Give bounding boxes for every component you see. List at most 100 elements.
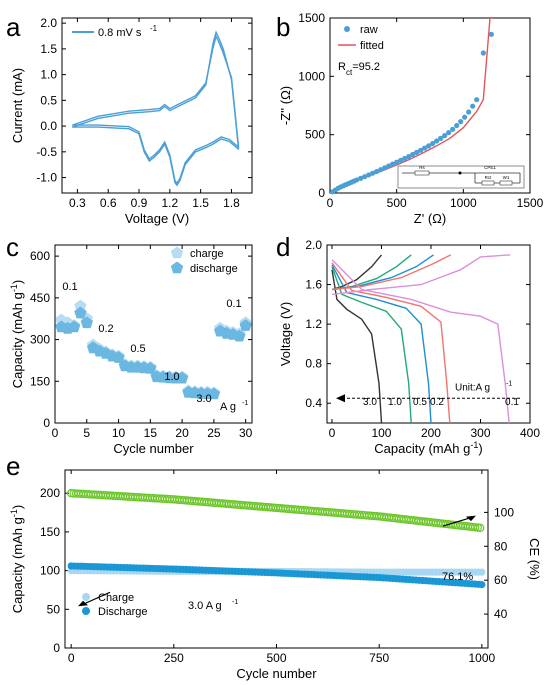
cv-curve [72,34,240,148]
y2-tick-label: 40 [494,607,508,621]
rate-label: 0.1 [226,298,241,310]
rate-label: 0.5 [130,343,145,355]
curve-label: 0.2 [430,397,444,408]
y-tick-label: 450 [30,291,50,305]
y-tick-label: 0 [43,416,50,430]
curve-label: 3.0 [363,397,377,408]
discharge-point [207,387,221,400]
raw-point [450,126,456,132]
y-tick-label: 1.0 [40,68,57,82]
discharge-point [112,351,125,363]
axes-frame [329,17,531,194]
legend-marker-raw [344,26,350,32]
charge-point [478,568,486,576]
y-tick-label: 600 [30,249,50,263]
raw-point [410,151,416,158]
axes-frame [61,17,253,194]
legend-label-charge: Charge [98,592,134,604]
circuit-label: W1 [503,175,510,180]
y-tick-label: 2.0 [305,238,322,252]
x-tick-label: 100 [371,426,391,440]
raw-point [466,109,472,115]
y-tick-label: 500 [305,128,325,142]
x-tick-label: 5 [83,426,90,440]
x-tick-label: 0 [52,426,59,440]
discharge-point [74,306,87,319]
resistor-rct [481,180,495,186]
charge-point [74,299,87,312]
panel-letter: d [276,232,290,262]
charge-curve [331,254,511,296]
legend-label-discharge: Discharge [98,606,148,618]
raw-point [454,122,460,129]
x-tick-label: 15 [144,426,158,440]
y2-axis-label: CE (%) [527,538,542,580]
resistor-rs [414,170,430,176]
raw-point [366,172,372,178]
raw-point [418,147,424,153]
x-tick-label: 1.5 [192,196,209,210]
y-axis-label: Voltage (V) [278,302,293,366]
y-tick-label: 2.0 [40,16,57,30]
legend-label-discharge: discharge [190,263,238,275]
node [458,171,462,175]
y-tick-label: -1.0 [36,171,57,185]
unit-label: A g [220,401,236,413]
raw-point [354,177,360,183]
x-tick-label: 500 [387,196,407,210]
y-tick-label: 0 [318,186,325,200]
y-tick-label: 100 [40,564,60,578]
x-tick-label: 0 [327,196,334,210]
raw-point [390,161,396,167]
raw-point [442,133,448,139]
discharge-curve [331,259,510,424]
legend-marker-charge [170,246,184,259]
x-tick-label: 200 [421,426,441,440]
discharge-curve [331,269,383,424]
x-axis-label: Capacity (mAh g-1) [374,440,482,456]
x-tick-label: 0.3 [69,196,86,210]
rate-label: 3.0 [196,393,211,405]
discharge-point [478,580,486,589]
discharge-point [144,362,157,374]
y2-tick-label: 100 [494,505,514,519]
raw-point [474,97,480,103]
axes-frame [54,244,253,424]
x-tick-label: 1000 [468,651,495,665]
circuit-label: CPE1 [484,165,496,170]
y-tick-label: 0.0 [40,119,57,133]
unit-note: Unit:A g [455,382,490,393]
y2-tick-label: 80 [494,539,508,553]
y2-tick-label: 60 [494,573,508,587]
y-axis-label: Capacity (mAh g-1) [9,280,25,388]
x-tick-label: 300 [470,426,490,440]
y-tick-label: 150 [30,374,50,388]
raw-point [470,103,476,109]
discharge-point [67,320,81,333]
y-tick-label: 1.2 [305,317,322,331]
discharge-point [175,371,189,384]
raw-point [378,167,384,173]
raw-point [382,165,388,171]
unit-label-sup: -1 [242,400,248,407]
arrow-ce [442,517,471,527]
cv-curve [72,124,240,185]
equivalent-circuit: Rs CPE1 Rct W1 [397,165,525,189]
curve-label: 0.5 [413,397,427,408]
x-tick-label: 0 [68,651,75,665]
raw-point [422,145,428,151]
raw-point [458,119,464,125]
x-axis-label: Z' (Ω) [414,211,446,226]
rate-label: 1.0 [164,371,179,383]
x-tick-label: 1500 [517,196,544,210]
rate-annotation-sup: -1 [232,599,238,606]
cv-curve [72,30,240,150]
y-tick-label: 1.6 [305,278,322,292]
raw-point [406,154,412,160]
raw-point [398,157,404,163]
x-tick-label: 1000 [450,196,477,210]
x-tick-label: 0 [329,426,336,440]
raw-point [370,170,376,176]
y-tick-label: -0.5 [36,145,57,159]
